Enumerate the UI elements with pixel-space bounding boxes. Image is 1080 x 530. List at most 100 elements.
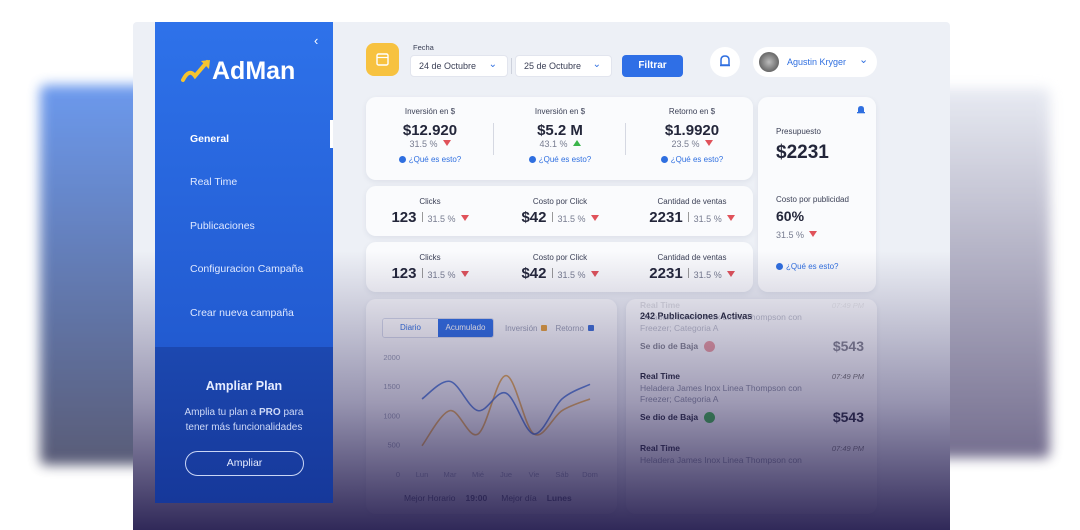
description: Heladera James Inox Linea Thompson con F… <box>640 383 802 404</box>
nav-item[interactable]: General <box>190 133 230 145</box>
publication: Real Time 07:49 PM Heladera James Inox Lin… <box>640 299 864 355</box>
metric-value: 123 <box>391 265 417 282</box>
metric-label: Costo por Click <box>532 253 588 262</box>
chevron: ⌄ <box>859 54 869 66</box>
nav-item[interactable]: Real Time <box>190 176 238 188</box>
trend-arrow <box>726 271 735 277</box>
publication-footer: Se dio de Baja $543 <box>640 337 864 355</box>
avatar <box>759 52 779 72</box>
divider <box>625 123 626 155</box>
user-name: Agustin Kryger <box>787 57 847 67</box>
stat: Mejor Horario 19:00 <box>404 493 487 503</box>
y-tick-label: 0 <box>396 470 400 479</box>
divider <box>511 58 512 74</box>
metrics-card: Clicks 123 31.5 % Costo por Click $42 31.5 % C… <box>366 242 753 292</box>
date-to[interactable]: 25 de Octubre ⌄ <box>515 55 612 77</box>
text: PRO <box>259 407 281 418</box>
nav-item[interactable]: Crear nueva campaña <box>190 307 294 319</box>
action-icon <box>704 340 716 352</box>
separator <box>551 268 553 278</box>
date-label: Fecha <box>413 43 434 52</box>
filter-button[interactable]: Filtrar <box>622 55 683 77</box>
nav-item[interactable]: Configuracion Campaña <box>190 263 304 275</box>
publication: Real Time 07:49 PM Heladera James Inox Lin… <box>640 369 864 426</box>
metric-value: 123 <box>391 209 417 226</box>
metric-change: 43.1 % <box>500 139 620 149</box>
legend-swatch <box>541 325 548 331</box>
stat-value: Lunes <box>546 493 572 503</box>
metric-change: 31.5 % <box>693 270 722 280</box>
nav-item[interactable]: Publicaciones <box>190 220 255 232</box>
help-link[interactable]: ¿Qué es esto? <box>500 155 620 164</box>
trend-arrow <box>590 271 599 277</box>
legend-swatch <box>587 325 594 331</box>
date-from[interactable]: 24 de Octubre ⌄ <box>410 55 508 77</box>
y-tick-label: 2000 <box>383 353 400 362</box>
metric-change: 23.5 % <box>632 139 752 149</box>
text: 24 de Octubre <box>419 61 477 71</box>
metric-value: 2231 <box>649 209 683 226</box>
y-tick-label: 1500 <box>383 382 400 391</box>
text: 23.5 % <box>671 139 700 149</box>
y-tick-label: 1000 <box>383 411 400 420</box>
action: Se dio de Baja <box>640 412 699 422</box>
line <box>421 374 591 447</box>
tab[interactable]: Diario <box>383 319 438 337</box>
calendar-button[interactable] <box>366 43 399 76</box>
legend-item: Inversión <box>505 324 548 333</box>
x-tick-label: Lun <box>416 470 429 479</box>
bell-icon <box>720 55 730 67</box>
stat-label: Mejor Horario <box>404 493 456 503</box>
trend-arrow <box>460 215 469 221</box>
price: $543 <box>832 338 864 354</box>
help-link[interactable]: ¿Qué es esto? <box>632 155 752 164</box>
summary-item: Inversión en $ $12.920 31.5 % ¿Qué es esto? <box>370 107 490 164</box>
notifications-button[interactable] <box>710 47 740 77</box>
collapse-button[interactable]: ‹ <box>314 33 319 48</box>
separator <box>687 212 689 222</box>
time: 07:49 PM <box>831 300 864 310</box>
metric-change: 31.5 % <box>557 214 586 224</box>
text: Amplia tu plan a <box>184 407 260 418</box>
publication-header: Real Time 07:49 PM <box>640 299 864 312</box>
separator <box>421 268 423 278</box>
metric-item: Clicks 123 31.5 % <box>370 197 490 227</box>
action: Se dio de Baja <box>640 341 699 351</box>
x-tick-label: Jue <box>500 470 512 479</box>
trend-arrow <box>704 140 713 146</box>
metric-change: 31.5 % <box>370 139 490 149</box>
logo-text: AdMan <box>212 57 296 85</box>
plan-button[interactable]: Ampliar <box>185 451 304 476</box>
chart: 0 500 1000 1500 2000 Lun Mar Mié Jue Vie Sáb Dom <box>383 353 598 479</box>
budget-card: Presupuesto $2231 Costo por publicidad 6… <box>758 97 876 292</box>
trend-arrow <box>809 231 818 237</box>
x-tick-label: Sáb <box>555 470 568 479</box>
separator <box>421 212 423 222</box>
metric-value: $12.920 <box>402 122 458 139</box>
stat-label: Mejor día <box>501 493 537 503</box>
metric-change: 31.5 % <box>427 214 456 224</box>
help-link[interactable]: ¿Qué es esto? <box>370 155 490 164</box>
metric-label: Retorno en $ <box>668 107 716 116</box>
line <box>421 380 591 435</box>
summary-card: Inversión en $ $12.920 31.5 % ¿Qué es esto?… <box>366 97 753 180</box>
summary-item: Retorno en $ $1.9920 23.5 % ¿Qué es esto? <box>632 107 752 164</box>
metric-label: Cantidad de ventas <box>657 197 727 206</box>
tab[interactable]: Acumulado <box>438 319 493 337</box>
metric-item: Cantidad de ventas 2231 31.5 % <box>632 253 752 283</box>
publication-header: Real Time 07:49 PM <box>640 369 864 383</box>
budget-value: $2231 <box>776 142 829 163</box>
metric-row: $42 31.5 % <box>500 265 620 283</box>
metric-label: Inversión en $ <box>404 107 456 116</box>
metric-label: Costo por Click <box>532 197 588 206</box>
metric-value: $1.9920 <box>664 122 720 139</box>
metric-value: $42 <box>521 209 547 226</box>
legend-label: Retorno <box>555 324 584 333</box>
text: ¿Qué es esto? <box>538 155 592 164</box>
help-link[interactable]: ¿Qué es esto? <box>776 262 838 271</box>
description: Heladera James Inox Linea Thompson con <box>640 455 802 465</box>
info-icon <box>660 156 668 163</box>
price: $543 <box>832 409 864 425</box>
user-menu[interactable]: Agustin Kryger ⌄ <box>753 47 877 77</box>
